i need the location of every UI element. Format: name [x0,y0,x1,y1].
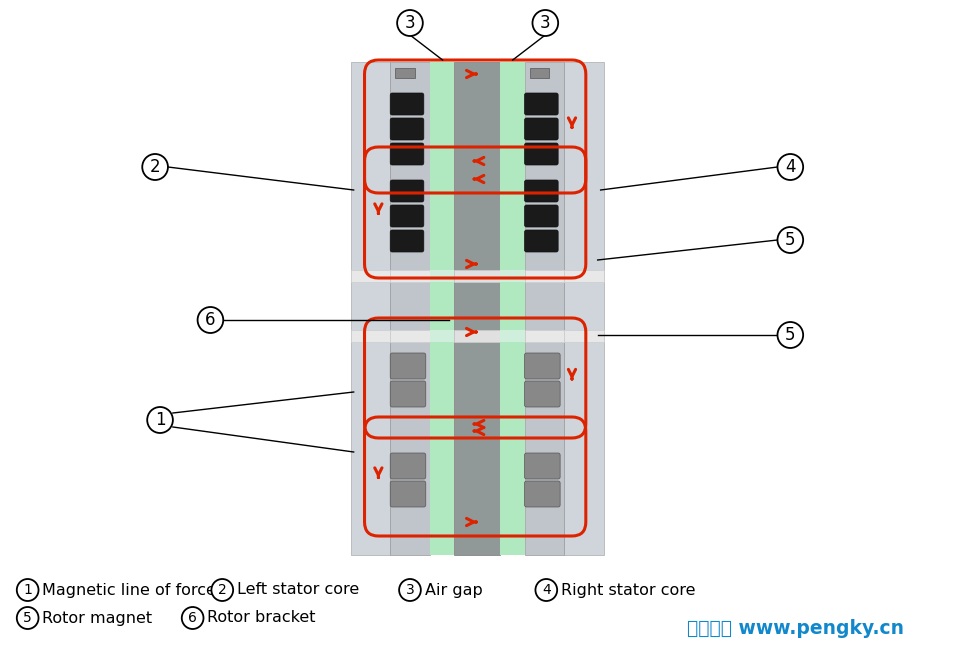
Circle shape [181,607,204,629]
FancyBboxPatch shape [390,481,426,507]
FancyBboxPatch shape [524,453,560,479]
Text: 5: 5 [785,231,796,249]
Circle shape [399,579,420,601]
Text: 1: 1 [23,583,32,597]
Circle shape [397,10,422,36]
Bar [396,68,415,78]
Text: 2: 2 [218,583,227,597]
Bar [524,62,564,555]
Text: 3: 3 [540,14,551,32]
Bar [454,330,500,342]
Circle shape [211,579,233,601]
Text: Right stator core: Right stator core [562,582,696,597]
FancyBboxPatch shape [390,453,426,479]
Bar [430,330,454,342]
FancyBboxPatch shape [524,118,558,140]
Text: Left stator core: Left stator core [237,582,359,597]
FancyBboxPatch shape [390,93,423,115]
Bar [390,62,430,555]
FancyBboxPatch shape [524,353,560,379]
Bar [454,270,500,282]
Text: 2: 2 [150,158,160,176]
Circle shape [536,579,557,601]
Circle shape [142,154,168,180]
Bar [390,270,430,282]
Bar [500,270,524,282]
Text: Magnetic line of force: Magnetic line of force [42,582,216,597]
Text: 4: 4 [542,583,551,597]
Circle shape [147,407,173,433]
Text: Rotor magnet: Rotor magnet [42,610,153,625]
Circle shape [778,227,804,253]
Text: 3: 3 [405,583,415,597]
Bar [454,62,500,555]
Text: 4: 4 [785,158,796,176]
FancyBboxPatch shape [524,230,558,252]
FancyBboxPatch shape [524,93,558,115]
Circle shape [16,579,38,601]
FancyBboxPatch shape [390,230,423,252]
Circle shape [778,154,804,180]
Circle shape [533,10,558,36]
Bar [350,330,390,342]
Bar [524,270,564,282]
Circle shape [198,307,224,333]
Text: 5: 5 [23,611,32,625]
FancyBboxPatch shape [390,118,423,140]
FancyBboxPatch shape [524,481,560,507]
Bar [530,68,549,78]
FancyBboxPatch shape [524,205,558,227]
Bar [390,330,430,342]
Bar [500,330,524,342]
Bar [500,62,524,555]
Bar [524,330,564,342]
Text: Air gap: Air gap [424,582,483,597]
FancyBboxPatch shape [524,381,560,407]
FancyBboxPatch shape [390,353,426,379]
Text: 鹏茂科艺 www.pengky.cn: 鹏茂科艺 www.pengky.cn [686,619,903,638]
Text: 1: 1 [155,411,165,429]
Bar [564,330,604,342]
Circle shape [778,322,804,348]
FancyBboxPatch shape [390,381,426,407]
FancyBboxPatch shape [390,180,423,202]
Bar [350,62,390,555]
Bar [430,270,454,282]
Bar [564,62,604,555]
Bar [430,62,454,555]
FancyBboxPatch shape [524,143,558,165]
Circle shape [16,607,38,629]
Bar [350,270,390,282]
Text: 6: 6 [205,311,216,329]
Bar [564,270,604,282]
Text: 6: 6 [188,611,197,625]
FancyBboxPatch shape [390,205,423,227]
Text: 3: 3 [405,14,416,32]
Text: Rotor bracket: Rotor bracket [207,610,316,625]
Text: 5: 5 [785,326,796,344]
FancyBboxPatch shape [390,143,423,165]
FancyBboxPatch shape [524,180,558,202]
